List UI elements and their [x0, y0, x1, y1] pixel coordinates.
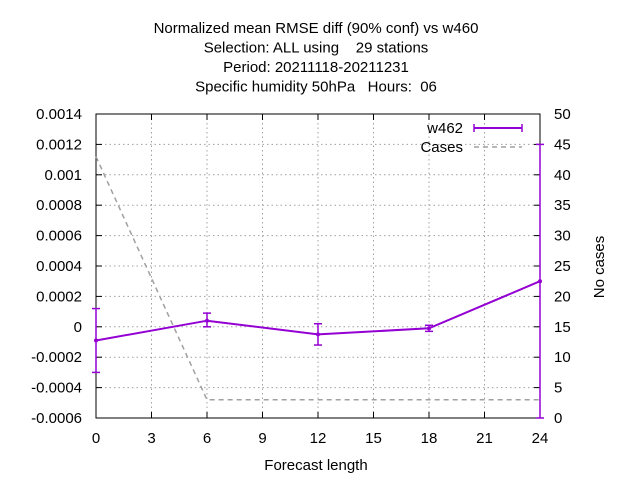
axes: 0 3 6 9 12 15 18 21 24 -0.0006 -0.0004 -0.0002 0 0.00…	[31, 106, 571, 447]
chart-title: Normalized mean RMSE diff (90% conf) vs …	[154, 20, 479, 96]
legend: w462 Cases	[420, 120, 523, 156]
data-point	[538, 279, 542, 284]
x-tick-label: 3	[147, 430, 155, 447]
y-tick-label: 0.0012	[36, 136, 82, 153]
y-tick-label: 0.0008	[36, 197, 82, 214]
data-point	[94, 338, 98, 343]
y2-tick-label: 20	[554, 288, 571, 305]
x-tick-label: 24	[532, 430, 549, 447]
y-tick-label: -0.0004	[31, 380, 82, 397]
y-tick-label: 0.0002	[36, 288, 82, 305]
y2-tick-label: 40	[554, 167, 571, 184]
y2-tick-label: 5	[554, 380, 562, 397]
x-tick-label: 12	[310, 430, 327, 447]
x-tick-label: 6	[203, 430, 211, 447]
data-point	[205, 318, 209, 323]
y2-tick-label: 10	[554, 349, 571, 366]
title-line: Specific humidity 50hPa Hours: 06	[195, 79, 437, 96]
data-point	[316, 332, 320, 337]
x-axis-label: Forecast length	[264, 457, 367, 474]
y2-tick-label: 15	[554, 319, 571, 336]
y-tick-label: -0.0002	[31, 349, 82, 366]
x-tick-label: 18	[421, 430, 438, 447]
y-tick-label: 0.0014	[36, 106, 82, 123]
y2-tick-label: 0	[554, 410, 562, 427]
data-point	[427, 326, 431, 331]
y-tick-label: 0.001	[44, 167, 82, 184]
y2-axis-label: No cases	[591, 236, 608, 299]
y2-tick-label: 50	[554, 106, 571, 123]
y-tick-label: -0.0006	[31, 410, 82, 427]
title-line: Selection: ALL using 29 stations	[204, 40, 429, 57]
y2-tick-label: 25	[554, 258, 571, 275]
x-tick-label: 21	[476, 430, 493, 447]
x-tick-label: 9	[258, 430, 266, 447]
title-line: Normalized mean RMSE diff (90% conf) vs …	[154, 20, 479, 37]
y-tick-label: 0.0004	[36, 258, 82, 275]
series	[92, 143, 544, 419]
y2-tick-label: 45	[554, 136, 571, 153]
x-tick-label: 0	[92, 430, 100, 447]
y2-tick-label: 35	[554, 197, 571, 214]
title-line: Period: 20211118-20211231	[223, 59, 409, 76]
x-tick-label: 15	[365, 430, 382, 447]
y-tick-label: 0.0006	[36, 228, 82, 245]
y-tick-label: 0	[74, 319, 82, 336]
legend-label: Cases	[420, 139, 463, 156]
grid	[96, 114, 540, 418]
legend-label: w462	[426, 120, 463, 137]
y2-tick-label: 30	[554, 228, 571, 245]
series-line-cases	[95, 156, 540, 401]
